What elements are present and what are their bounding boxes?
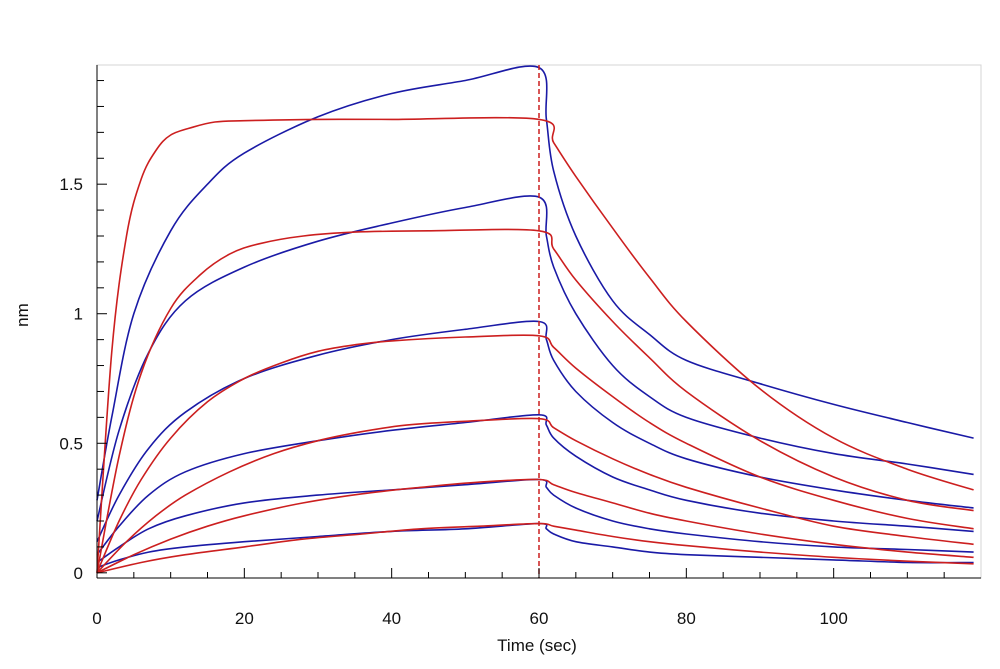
fitted-curve-11 bbox=[96, 522, 974, 574]
x-tick-label-3: 60 bbox=[530, 609, 549, 628]
x-tick-label-2: 40 bbox=[382, 609, 401, 628]
measured-curve-3 bbox=[96, 413, 974, 556]
y-tick-label-3: 1.5 bbox=[59, 175, 83, 194]
x-tick-label-1: 20 bbox=[235, 609, 254, 628]
ticks-layer: 0 0.5 1 1.5 0 20 40 60 80 100 bbox=[59, 80, 945, 628]
fitted-curve-7 bbox=[96, 228, 974, 573]
x-tick-label-4: 80 bbox=[677, 609, 696, 628]
fitted-curve-6 bbox=[96, 116, 974, 573]
y-axis-label: nm bbox=[13, 303, 32, 327]
x-axis-label: Time (sec) bbox=[497, 636, 577, 655]
y-tick-label-1: 0.5 bbox=[59, 434, 83, 453]
fitted-curve-8 bbox=[96, 334, 974, 574]
measured-curve-5 bbox=[96, 522, 974, 569]
series-layer bbox=[96, 65, 974, 574]
fitted-curve-10 bbox=[96, 478, 974, 574]
measured-curve-4 bbox=[96, 478, 974, 564]
measured-curve-0 bbox=[96, 65, 974, 501]
y-tick-label-0: 0 bbox=[74, 564, 83, 583]
fitted-curve-9 bbox=[96, 417, 974, 574]
x-tick-label-0: 0 bbox=[92, 609, 101, 628]
measured-curve-1 bbox=[96, 195, 974, 522]
y-tick-label-2: 1 bbox=[74, 305, 83, 324]
x-tick-label-5: 100 bbox=[819, 609, 847, 628]
